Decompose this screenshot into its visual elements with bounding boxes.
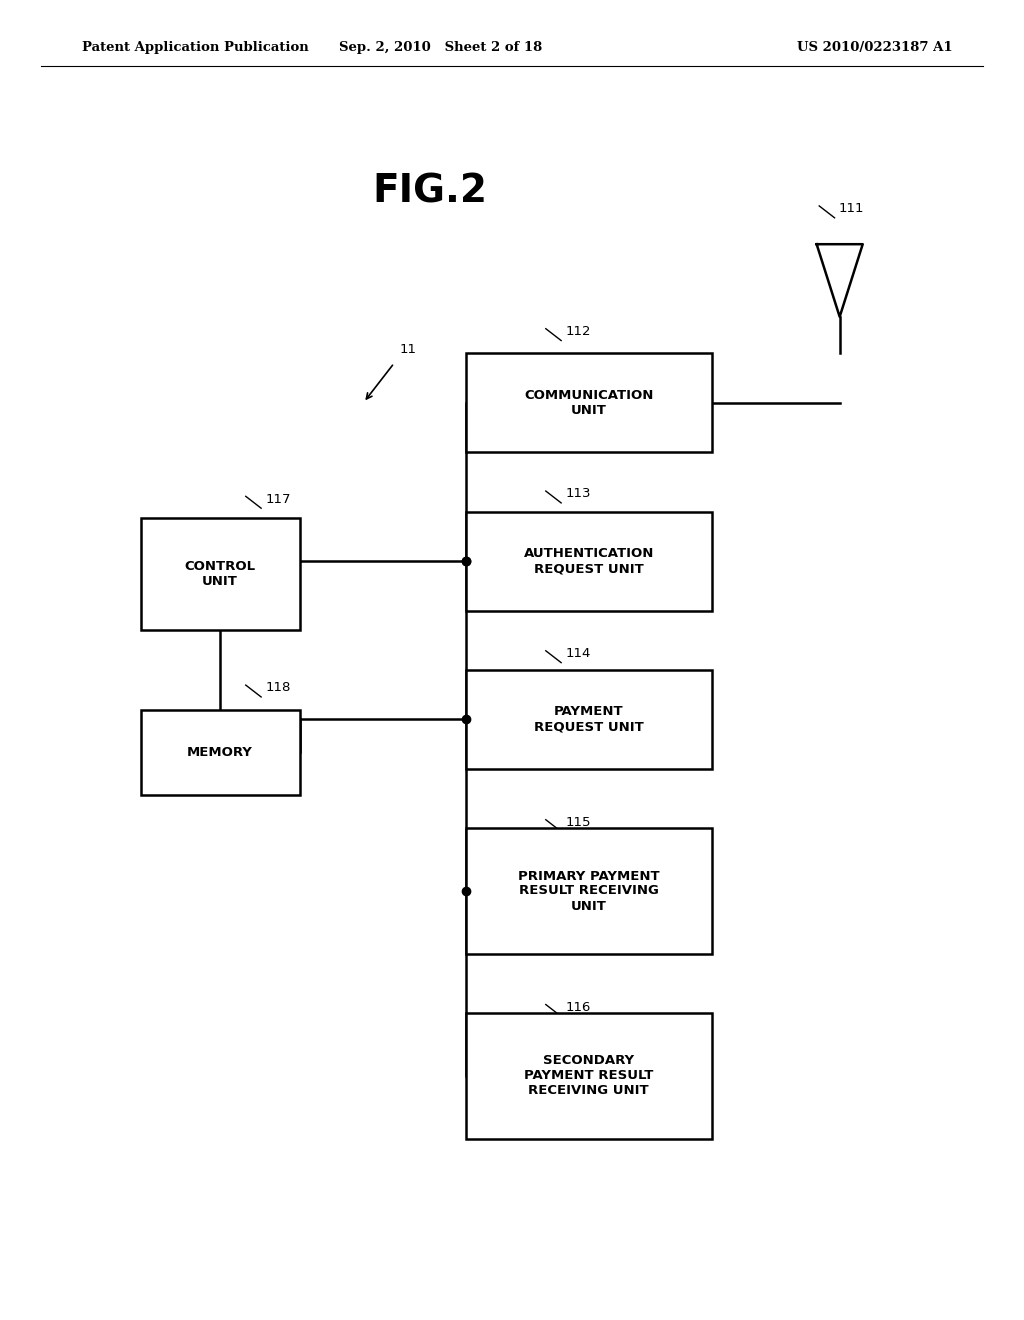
Text: 114: 114	[565, 647, 591, 660]
Text: 111: 111	[839, 202, 864, 215]
Text: 117: 117	[265, 492, 291, 506]
Text: 116: 116	[565, 1001, 591, 1014]
Text: PRIMARY PAYMENT
RESULT RECEIVING
UNIT: PRIMARY PAYMENT RESULT RECEIVING UNIT	[518, 870, 659, 912]
Bar	[466, 671, 712, 768]
Bar	[466, 829, 712, 953]
Text: 112: 112	[565, 325, 591, 338]
Text: Sep. 2, 2010   Sheet 2 of 18: Sep. 2, 2010 Sheet 2 of 18	[339, 41, 542, 54]
Bar	[466, 1014, 712, 1138]
Text: 113: 113	[565, 487, 591, 500]
Text: COMMUNICATION
UNIT: COMMUNICATION UNIT	[524, 388, 653, 417]
Text: 115: 115	[565, 816, 591, 829]
Bar	[141, 710, 299, 795]
Bar	[466, 354, 712, 451]
Text: Patent Application Publication: Patent Application Publication	[82, 41, 308, 54]
Text: FIG.2: FIG.2	[373, 173, 487, 210]
Text: 118: 118	[265, 681, 291, 694]
Text: CONTROL
UNIT: CONTROL UNIT	[184, 560, 256, 589]
Text: MEMORY: MEMORY	[187, 746, 253, 759]
Bar	[466, 511, 712, 610]
Text: 11: 11	[399, 343, 417, 356]
Text: US 2010/0223187 A1: US 2010/0223187 A1	[797, 41, 952, 54]
Text: SECONDARY
PAYMENT RESULT
RECEIVING UNIT: SECONDARY PAYMENT RESULT RECEIVING UNIT	[524, 1055, 653, 1097]
Text: PAYMENT
REQUEST UNIT: PAYMENT REQUEST UNIT	[534, 705, 644, 734]
Bar	[141, 519, 299, 631]
Text: AUTHENTICATION
REQUEST UNIT: AUTHENTICATION REQUEST UNIT	[523, 546, 654, 576]
